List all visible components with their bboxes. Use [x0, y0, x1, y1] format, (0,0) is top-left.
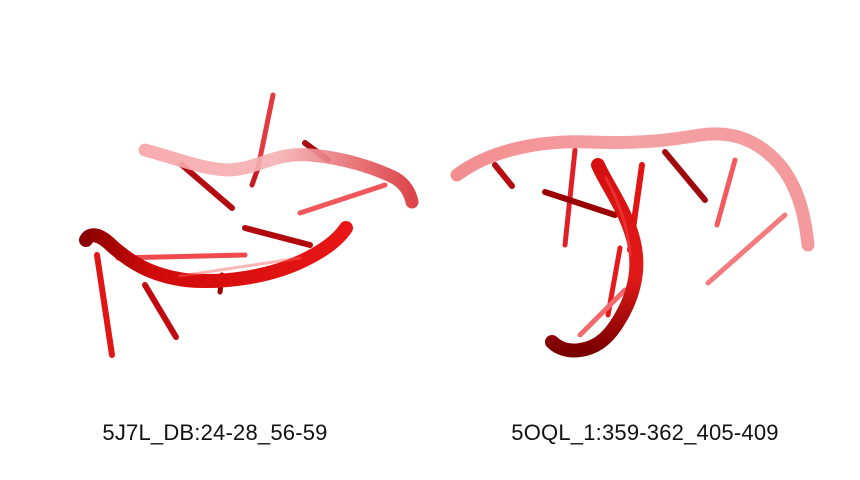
structure-panel-right: 5OQL_1:359-362_405-409: [430, 0, 860, 480]
rna-structure-left: [79, 92, 419, 358]
front-strand-highlight-right: [604, 176, 632, 257]
rna-structure-right: [450, 127, 815, 358]
front-strand-backbone-right: [545, 158, 644, 358]
structure-panel-left: 5J7L_DB:24-28_56-59: [79, 92, 419, 445]
front-strand-highlight-left: [178, 256, 302, 278]
back-strand-backbone-left: [138, 143, 419, 209]
front-strand-bases-left: [94, 225, 313, 358]
back-strand-bases-right: [492, 147, 788, 286]
front-strand-backbone-left: [79, 221, 353, 289]
structure-caption-left: 5J7L_DB:24-28_56-59: [102, 420, 328, 445]
structure-caption-right: 5OQL_1:359-362_405-409: [511, 420, 779, 445]
back-strand-backbone-right: [450, 127, 815, 252]
